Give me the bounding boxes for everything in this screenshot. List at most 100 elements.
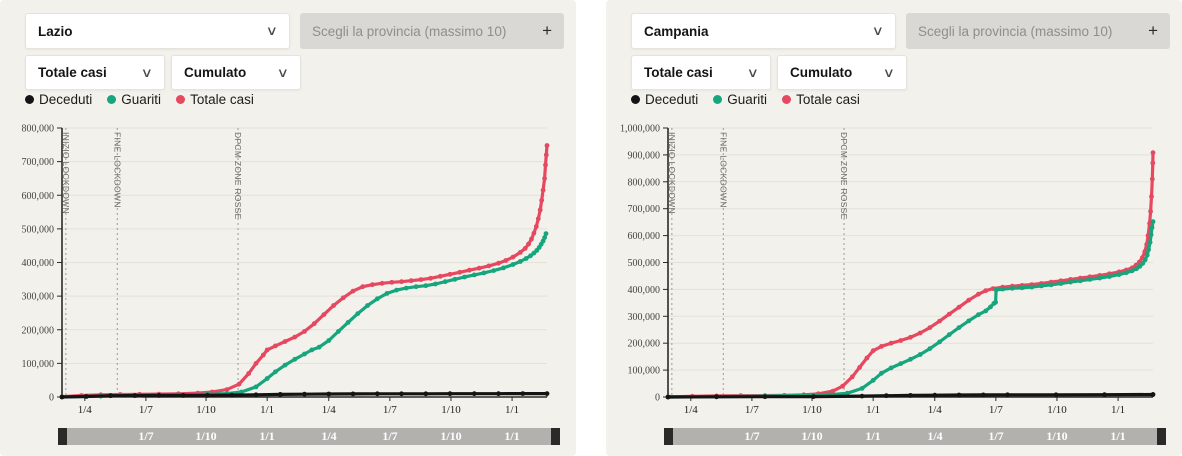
scrollbar-label: 1/1 [865, 429, 881, 443]
scrollbar-label: 1/7 [988, 429, 1004, 443]
chevron-down-icon: ∨ [883, 64, 896, 80]
scrollbar-label: 1/1 [504, 429, 520, 443]
scrollbar-label: 1/7 [138, 429, 154, 443]
svg-text:500,000: 500,000 [22, 224, 55, 235]
scrollbar-label: 1/10 [195, 429, 217, 443]
legend-label: Deceduti [645, 92, 699, 107]
legend-dot-totale-casi [176, 95, 186, 104]
legend: Deceduti Guariti Totale casi [631, 92, 860, 107]
chevron-down-icon: ∨ [747, 64, 760, 80]
mode-select-value: Cumulato [184, 65, 247, 80]
svg-text:1/7: 1/7 [989, 404, 1004, 416]
region-select-value: Lazio [38, 23, 73, 39]
region-select[interactable]: Lazio ∨ [25, 13, 290, 49]
mode-select[interactable]: Cumulato ∨ [777, 55, 907, 90]
svg-text:1/7: 1/7 [139, 404, 154, 416]
legend-dot-guariti [107, 95, 117, 104]
scrollbar-handle-right[interactable] [551, 428, 560, 445]
svg-text:900,000: 900,000 [628, 150, 661, 161]
svg-text:200,000: 200,000 [628, 339, 661, 350]
svg-text:300,000: 300,000 [628, 312, 661, 323]
line-chart[interactable]: 0 100,000 200,000 300,000 400,000 500,000 600,… [606, 118, 1166, 418]
legend-dot-deceduti [25, 95, 34, 104]
plus-icon[interactable]: + [542, 21, 552, 40]
svg-text:1/4: 1/4 [322, 404, 337, 416]
legend-item-guariti: Guariti [713, 92, 767, 107]
legend-item-totale-casi: Totale casi [176, 92, 254, 107]
svg-text:300,000: 300,000 [22, 292, 55, 303]
province-placeholder: Scegli la provincia (massimo 10) [918, 23, 1113, 39]
region-panel-campania: Campania ∨ Scegli la provincia (massimo … [606, 0, 1182, 456]
legend-label: Deceduti [39, 92, 93, 107]
svg-text:1/7: 1/7 [745, 404, 760, 416]
line-chart[interactable]: 0 100,000 200,000 300,000 400,000 500,000 600,… [0, 118, 560, 418]
svg-text:1/1: 1/1 [260, 404, 274, 416]
region-panel-lazio: Lazio ∨ Scegli la provincia (massimo 10)… [0, 0, 576, 456]
svg-text:FINE LOCKDOWN: FINE LOCKDOWN [718, 132, 728, 208]
region-select[interactable]: Campania ∨ [631, 13, 896, 49]
mode-select-value: Cumulato [790, 65, 853, 80]
svg-text:1/1: 1/1 [1111, 404, 1125, 416]
svg-text:1/4: 1/4 [684, 404, 699, 416]
time-range-scrollbar[interactable]: 1/7 1/10 1/1 1/4 1/7 1/10 1/1 [664, 428, 1166, 445]
svg-text:1/10: 1/10 [441, 404, 461, 416]
svg-text:INIZIO LOCKDOWN: INIZIO LOCKDOWN [667, 132, 677, 214]
scrollbar-handle-left[interactable] [664, 428, 673, 445]
svg-text:100,000: 100,000 [22, 359, 55, 370]
chevron-down-icon: ∨ [277, 64, 290, 80]
mode-select[interactable]: Cumulato ∨ [171, 55, 301, 90]
legend-label: Totale casi [190, 92, 254, 107]
svg-text:800,000: 800,000 [22, 124, 55, 135]
svg-text:800,000: 800,000 [628, 177, 661, 188]
legend-dot-guariti [713, 95, 723, 104]
province-picker[interactable]: Scegli la provincia (massimo 10) + [906, 13, 1170, 49]
svg-text:1/7: 1/7 [383, 404, 398, 416]
scrollbar-label: 1/4 [321, 429, 337, 443]
metric-select[interactable]: Totale casi ∨ [631, 55, 771, 90]
legend-label: Totale casi [796, 92, 860, 107]
legend-item-totale-casi: Totale casi [782, 92, 860, 107]
time-range-scrollbar[interactable]: 1/7 1/10 1/1 1/4 1/7 1/10 1/1 [58, 428, 560, 445]
svg-text:DPCM ZONE ROSSE: DPCM ZONE ROSSE [233, 132, 243, 220]
region-select-value: Campania [644, 23, 709, 39]
svg-text:1/10: 1/10 [802, 404, 822, 416]
scrollbar-label: 1/4 [927, 429, 943, 443]
svg-text:1/4: 1/4 [928, 404, 943, 416]
legend: Deceduti Guariti Totale casi [25, 92, 254, 107]
legend-label: Guariti [727, 92, 768, 107]
svg-text:600,000: 600,000 [628, 231, 661, 242]
svg-text:FINE LOCKDOWN: FINE LOCKDOWN [112, 132, 122, 208]
plus-icon[interactable]: + [1148, 21, 1158, 40]
svg-text:200,000: 200,000 [22, 325, 55, 336]
chevron-down-icon: ∨ [266, 23, 279, 38]
svg-text:600,000: 600,000 [22, 191, 55, 202]
svg-text:1/10: 1/10 [1047, 404, 1067, 416]
scrollbar-handle-right[interactable] [1157, 428, 1166, 445]
svg-text:400,000: 400,000 [628, 285, 661, 296]
svg-text:1/10: 1/10 [196, 404, 216, 416]
svg-text:1,000,000: 1,000,000 [620, 124, 660, 135]
svg-text:DPCM ZONE ROSSE: DPCM ZONE ROSSE [839, 132, 849, 220]
metric-select[interactable]: Totale casi ∨ [25, 55, 165, 90]
chevron-down-icon: ∨ [141, 64, 154, 80]
province-placeholder: Scegli la provincia (massimo 10) [312, 23, 507, 39]
legend-item-deceduti: Deceduti [631, 92, 698, 107]
metric-select-value: Totale casi [644, 65, 713, 80]
scrollbar-handle-left[interactable] [58, 428, 67, 445]
svg-text:700,000: 700,000 [628, 204, 661, 215]
svg-text:1/1: 1/1 [505, 404, 519, 416]
svg-text:700,000: 700,000 [22, 157, 55, 168]
legend-label: Guariti [121, 92, 162, 107]
scrollbar-label: 1/7 [382, 429, 398, 443]
legend-dot-totale-casi [782, 95, 792, 104]
legend-dot-deceduti [631, 95, 640, 104]
svg-text:0: 0 [49, 393, 54, 404]
scrollbar-label: 1/10 [440, 429, 462, 443]
province-picker[interactable]: Scegli la provincia (massimo 10) + [300, 13, 564, 49]
scrollbar-label: 1/1 [1110, 429, 1126, 443]
legend-item-guariti: Guariti [107, 92, 161, 107]
scrollbar-label: 1/7 [744, 429, 760, 443]
svg-text:0: 0 [655, 393, 660, 404]
scrollbar-label: 1/10 [801, 429, 823, 443]
